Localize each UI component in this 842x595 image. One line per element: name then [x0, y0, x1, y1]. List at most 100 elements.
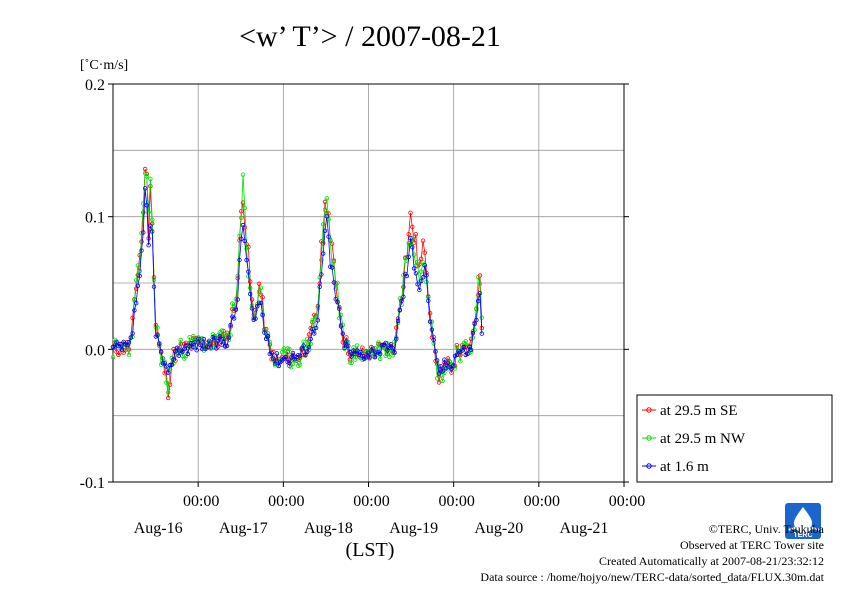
data-point	[365, 350, 370, 355]
data-point	[417, 287, 422, 293]
data-point	[322, 207, 328, 212]
data-point	[135, 263, 141, 268]
y-tick-label: 0.2	[85, 77, 105, 94]
data-point	[219, 342, 224, 347]
series-line	[112, 188, 483, 375]
data-point	[454, 352, 459, 357]
data-point	[141, 201, 146, 206]
data-point	[476, 298, 481, 304]
data-point	[319, 272, 324, 277]
data-point	[479, 331, 484, 336]
data-point	[378, 356, 383, 362]
data-point	[160, 361, 166, 366]
data-point	[274, 351, 280, 356]
x-axis: 00:00Aug-1600:00Aug-1700:00Aug-1800:00Au…	[134, 482, 645, 537]
data-point	[438, 364, 443, 369]
data-point	[411, 252, 417, 257]
data-point	[474, 317, 479, 323]
legend-marker	[646, 463, 652, 469]
data-point	[231, 304, 237, 309]
data-point	[144, 203, 149, 208]
data-point	[247, 291, 253, 297]
data-point	[114, 340, 119, 345]
data-point	[287, 360, 292, 366]
data-point	[367, 355, 372, 360]
data-point	[262, 330, 267, 335]
legend-label: at 1.6 m	[660, 459, 709, 475]
data-point	[344, 335, 349, 340]
data-point	[322, 228, 328, 233]
data-point	[287, 346, 292, 352]
data-point	[460, 348, 465, 353]
data-point	[337, 316, 342, 321]
data-point	[169, 362, 174, 368]
data-point	[157, 341, 162, 346]
data-point	[297, 362, 303, 367]
data-point	[422, 263, 427, 268]
data-point	[349, 354, 354, 359]
data-point	[394, 336, 399, 342]
data-point	[192, 340, 198, 345]
data-point	[406, 254, 411, 259]
data-point	[329, 265, 335, 270]
data-point	[420, 238, 426, 243]
data-point	[451, 363, 456, 368]
data-point	[149, 229, 155, 234]
data-point	[208, 345, 214, 350]
data-point	[353, 357, 358, 362]
data-point	[165, 390, 171, 395]
data-point	[297, 353, 303, 358]
data-point	[408, 210, 413, 215]
x-tick-date-label: Aug-20	[474, 520, 523, 537]
data-point	[174, 345, 180, 350]
data-point	[272, 361, 278, 366]
data-point	[378, 351, 383, 357]
y-tick-label: -0.1	[80, 475, 105, 492]
data-point	[422, 250, 427, 255]
data-point	[256, 300, 262, 305]
data-point	[419, 278, 424, 284]
legend-box	[636, 394, 833, 483]
data-point	[474, 307, 479, 312]
data-point	[198, 342, 203, 347]
logo-text: TERC	[793, 532, 812, 539]
data-point	[321, 251, 326, 256]
data-point	[285, 346, 290, 351]
x-tick-date-label: Aug-19	[389, 520, 438, 537]
data-point	[231, 316, 237, 321]
data-point	[354, 343, 360, 348]
data-point	[123, 342, 128, 347]
observed-text: Observed at TERC Tower site	[679, 538, 824, 552]
data-point	[408, 236, 413, 241]
x-tick-date-label: Aug-17	[219, 520, 268, 537]
data-point	[137, 273, 142, 279]
data-point	[110, 344, 116, 350]
data-point	[435, 376, 440, 381]
data-point	[142, 186, 148, 191]
data-point	[142, 166, 148, 172]
data-point	[326, 234, 331, 239]
series-layer	[110, 166, 484, 401]
data-point	[410, 235, 415, 241]
data-point	[331, 259, 337, 264]
data-point	[164, 380, 169, 385]
data-point	[219, 328, 224, 333]
data-point	[310, 318, 315, 323]
data-point	[133, 301, 139, 306]
legend-marker	[646, 407, 652, 413]
data-point	[253, 316, 258, 321]
data-point	[419, 256, 424, 261]
data-point	[386, 354, 392, 360]
data-point	[133, 278, 139, 283]
data-point	[436, 380, 442, 385]
data-point	[442, 357, 447, 362]
data-point	[155, 333, 160, 338]
data-point	[224, 343, 230, 349]
data-point	[317, 284, 322, 289]
data-point	[242, 238, 247, 244]
x-tick-time-label: 00:00	[268, 493, 304, 510]
data-point	[240, 172, 246, 177]
data-point	[217, 334, 223, 339]
data-point	[206, 338, 212, 343]
data-point	[308, 336, 313, 342]
